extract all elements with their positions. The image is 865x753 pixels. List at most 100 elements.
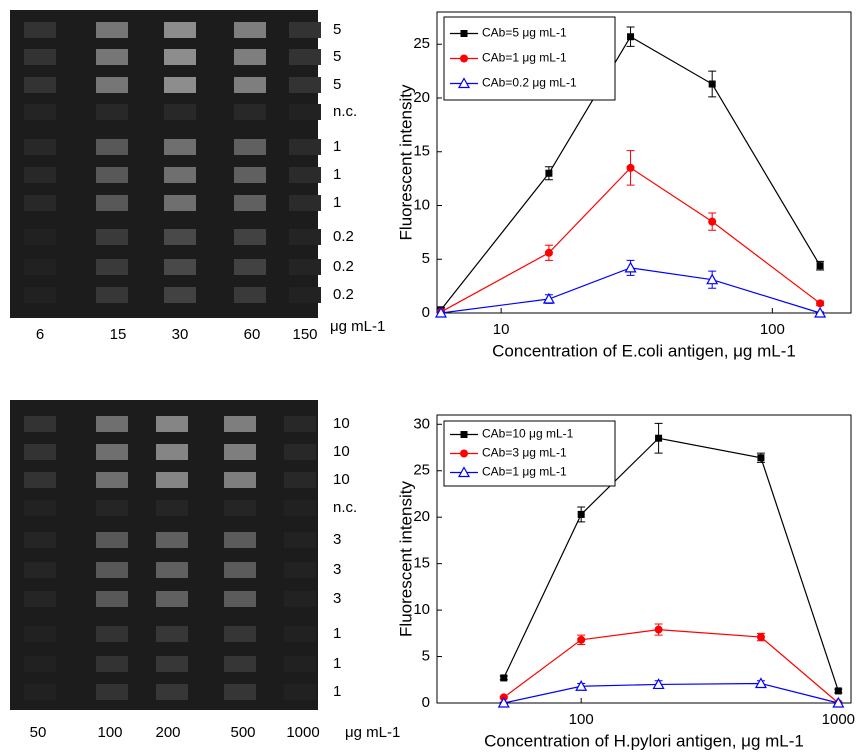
row-label: 1 [333,138,341,155]
row-label: 1 [333,166,341,183]
marker [578,511,585,518]
array-spot [24,49,56,65]
series [436,260,825,317]
row-label: 0.2 [333,286,354,303]
array-spot [96,259,128,275]
legend-label: CAb=3 μg mL-1 [482,446,567,460]
array-spot [234,49,266,65]
unit-label: μg mL-1 [330,318,385,335]
array-spot [24,167,56,183]
array-spot [234,139,266,155]
legend-marker [460,450,468,458]
column-label: 60 [244,326,261,343]
array-spot [284,562,316,578]
array-spot [156,532,188,548]
array-spot [24,229,56,245]
array-spot [224,562,256,578]
array-spot [156,416,188,432]
array-spot [224,684,256,700]
marker [627,164,635,172]
array-spot [164,77,196,93]
array-spot [224,472,256,488]
array-spot [284,416,316,432]
y-axis-title: Fluorescent intensity [396,84,415,240]
array-spot [96,139,128,155]
array-spot [24,591,56,607]
array-spot [96,562,128,578]
marker [545,170,552,177]
legend-marker [461,431,468,438]
array-spot [156,656,188,672]
y-tick-label: 15 [413,555,430,572]
y-tick-label: 15 [413,143,430,160]
array-spot [289,104,321,120]
y-tick-label: 25 [413,462,430,479]
marker [627,33,634,40]
y-tick-label: 0 [422,304,430,321]
array-spot [289,49,321,65]
series [500,624,843,707]
array-spot [24,562,56,578]
marker [655,435,662,442]
array-spot [24,444,56,460]
array-spot [234,167,266,183]
column-label: 100 [97,724,122,741]
array-spot [96,532,128,548]
y-tick-label: 0 [422,694,430,711]
array-spot [156,500,188,516]
array-spot [284,656,316,672]
row-label: 5 [333,76,341,93]
array-spot [164,259,196,275]
array-spot [284,444,316,460]
array-spot [164,104,196,120]
legend-label: CAb=10 μg mL-1 [482,427,574,441]
legend-label: CAb=5 μg mL-1 [482,26,567,40]
array-spot [289,287,321,303]
array-spot [96,684,128,700]
y-tick-label: 10 [413,601,430,618]
line [441,168,820,312]
array-spot [24,532,56,548]
array-spot [284,684,316,700]
array-spot [234,287,266,303]
marker [709,81,716,88]
array-spot [96,500,128,516]
column-label: 150 [292,326,317,343]
array-spot [24,500,56,516]
array-spot [284,626,316,642]
marker [817,262,824,269]
array-spot [24,139,56,155]
y-tick-label: 20 [413,508,430,525]
array-spot [156,591,188,607]
array-spot [224,591,256,607]
array-spot [284,500,316,516]
array-spot [96,287,128,303]
row-label: 1 [333,625,341,642]
marker [757,633,765,641]
legend-marker [461,30,468,37]
array-spot [289,139,321,155]
array-spot [234,259,266,275]
array-spot [284,532,316,548]
array-spot [224,532,256,548]
array-spot [24,22,56,38]
y-tick-label: 10 [413,196,430,213]
array-spot [164,22,196,38]
column-label: 15 [110,326,127,343]
array-spot [284,591,316,607]
legend-label: CAb=1 μg mL-1 [482,465,567,479]
array-spot [289,167,321,183]
array-spot [24,626,56,642]
marker [708,218,716,226]
x-tick-label: 1000 [822,711,855,728]
row-label: 0.2 [333,228,354,245]
array-spot [24,77,56,93]
array-spot [24,416,56,432]
array-spot [96,626,128,642]
marker [577,636,585,644]
array-spot [96,104,128,120]
column-label: 30 [172,326,189,343]
column-label: 6 [36,326,44,343]
x-tick-label: 100 [760,321,785,338]
array-spot [96,656,128,672]
